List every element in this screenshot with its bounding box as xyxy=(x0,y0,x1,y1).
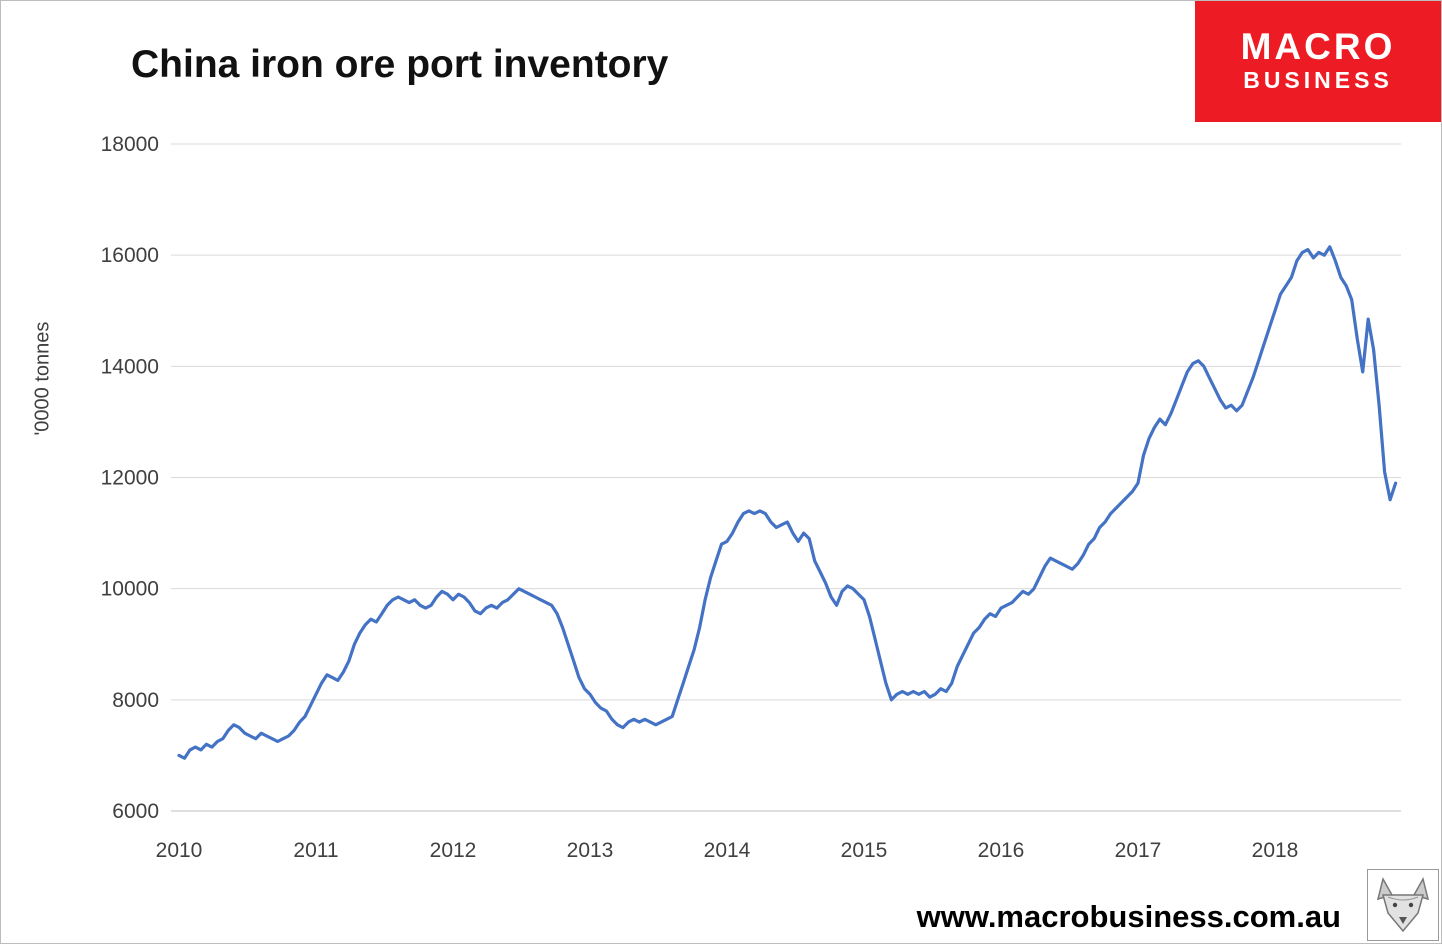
wolf-icon xyxy=(1376,876,1430,933)
logo-line-business: BUSINESS xyxy=(1243,67,1393,94)
y-tick-label: 16000 xyxy=(101,244,159,267)
x-tick-label: 2014 xyxy=(704,839,751,862)
x-tick-label: 2012 xyxy=(430,839,477,862)
x-tick-label: 2015 xyxy=(841,839,888,862)
y-tick-label: 12000 xyxy=(101,467,159,490)
y-tick-label: 14000 xyxy=(101,355,159,378)
x-tick-label: 2016 xyxy=(978,839,1025,862)
x-tick-label: 2017 xyxy=(1115,839,1162,862)
macrobusiness-logo: MACRO BUSINESS xyxy=(1195,1,1441,122)
wolf-logo xyxy=(1367,869,1439,941)
watermark-url: www.macrobusiness.com.au xyxy=(916,899,1341,934)
y-tick-label: 10000 xyxy=(101,578,159,601)
y-tick-label: 6000 xyxy=(112,800,159,823)
inventory-series-line xyxy=(177,245,1398,760)
x-tick-label: 2010 xyxy=(156,839,203,862)
x-tick-label: 2018 xyxy=(1252,839,1299,862)
x-tick-label: 2011 xyxy=(293,839,338,862)
x-tick-label: 2013 xyxy=(567,839,614,862)
logo-line-macro: MACRO xyxy=(1240,26,1396,68)
y-tick-label: 8000 xyxy=(112,689,159,712)
y-tick-label: 18000 xyxy=(101,133,159,156)
chart-title: China iron ore port inventory xyxy=(131,43,669,86)
